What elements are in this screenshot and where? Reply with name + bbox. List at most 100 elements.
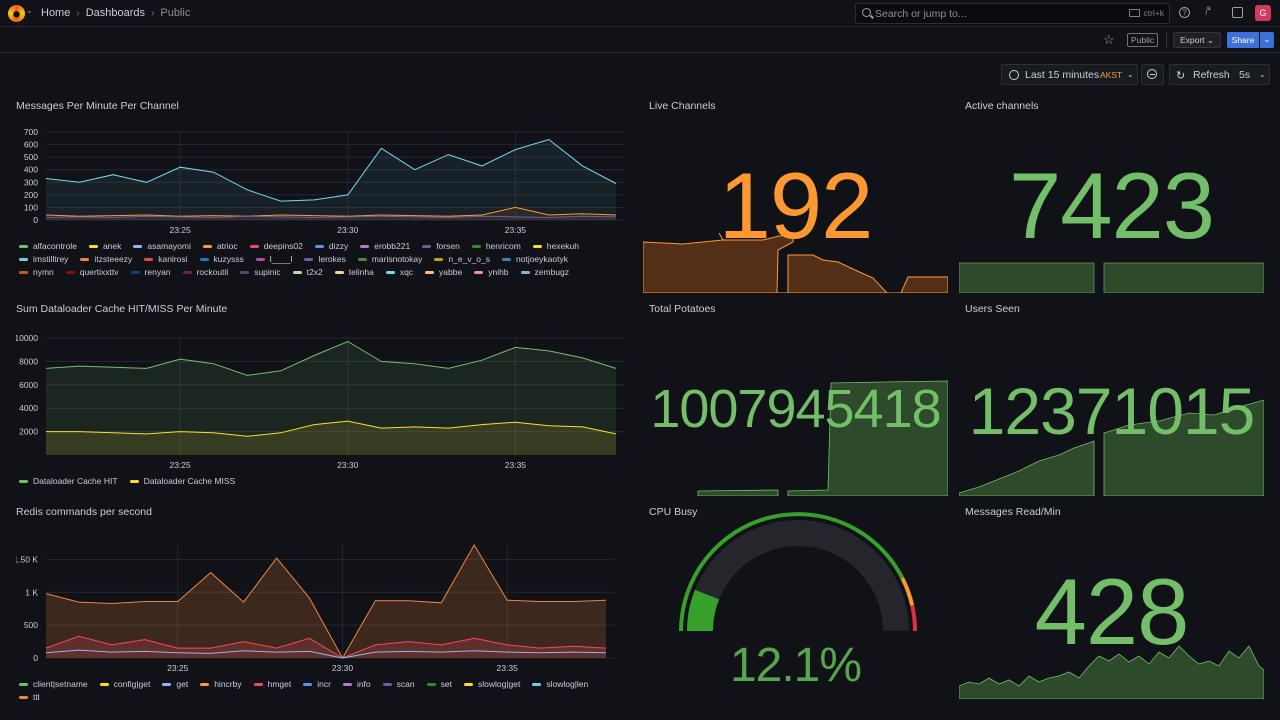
- breadcrumb-dashboards[interactable]: Dashboards: [85, 7, 146, 19]
- legend-item[interactable]: incr: [303, 679, 331, 689]
- legend-item[interactable]: ynihb: [474, 267, 509, 277]
- legend-label: slowlog|get: [477, 679, 521, 689]
- legend-item[interactable]: info: [342, 679, 371, 689]
- legend-label: zembugz: [534, 267, 570, 277]
- users-seen-sparkline: [959, 399, 1264, 496]
- legend-item[interactable]: dizzy: [314, 241, 348, 251]
- y-tick-label: 500: [24, 152, 38, 162]
- kiosk-mode-icon[interactable]: [1232, 7, 1243, 18]
- legend-item[interactable]: Dataloader Cache MISS: [129, 476, 235, 486]
- refresh-interval[interactable]: 5s: [1239, 69, 1251, 81]
- y-tick-label: 0: [33, 215, 38, 225]
- news-feed-icon[interactable]: ⭚: [1205, 6, 1212, 18]
- legend-item[interactable]: itzsteeezy: [80, 254, 132, 264]
- panel-messages-per-minute[interactable]: Messages Per Minute Per Channel 0 100 200 3…: [16, 100, 631, 290]
- legend-item[interactable]: quertixxttv: [65, 267, 119, 277]
- legend-item[interactable]: zembugz: [520, 267, 570, 277]
- legend-item[interactable]: scan: [382, 679, 415, 689]
- legend-label: notjoeykaotyk: [516, 254, 568, 264]
- share-menu-button[interactable]: ⌄: [1260, 32, 1274, 48]
- legend-item[interactable]: set: [426, 679, 452, 689]
- star-icon[interactable]: ☆: [1103, 32, 1115, 47]
- help-icon[interactable]: ?: [1179, 7, 1190, 18]
- time-range-picker[interactable]: Last 15 minutes AKST ⌄: [1001, 64, 1138, 85]
- y-tick-label: 6000: [19, 380, 38, 390]
- gauge-threshold-red: [910, 605, 918, 632]
- y-tick-label: 8000: [19, 356, 38, 366]
- legend-item[interactable]: rockoutil: [182, 267, 228, 277]
- legend-item[interactable]: kuzysss: [199, 254, 244, 264]
- legend-item[interactable]: xqc: [385, 267, 413, 277]
- legend-swatch: [471, 244, 481, 248]
- legend-item[interactable]: kanirosi: [144, 254, 188, 264]
- panel-live-channels[interactable]: Live Channels 192: [643, 100, 948, 293]
- stat-value: 12371015: [968, 374, 1256, 448]
- grafana-logo-icon[interactable]: [8, 5, 25, 22]
- series-line[interactable]: [45, 340, 617, 376]
- panel-active-channels[interactable]: Active channels 7423: [959, 100, 1264, 293]
- legend-item[interactable]: l____l: [255, 254, 292, 264]
- panel-total-potatoes[interactable]: Total Potatoes 1007945418: [643, 303, 948, 496]
- legend-item[interactable]: slowlog|len: [532, 679, 588, 689]
- legend-item[interactable]: henricom: [471, 241, 521, 251]
- legend-item[interactable]: supinic: [240, 267, 281, 277]
- legend-item[interactable]: n_e_v_o_s: [434, 254, 490, 264]
- panel-messages-read[interactable]: Messages Read/Min 428: [959, 506, 1264, 699]
- legend-item[interactable]: lerokes: [304, 254, 346, 264]
- legend-item[interactable]: hmget: [253, 679, 291, 689]
- legend-item[interactable]: anek: [88, 241, 121, 251]
- panel-redis-commands[interactable]: Redis commands per second 0 500 1 K 1.50 K 2…: [16, 506, 631, 702]
- legend-item[interactable]: t2x2: [292, 267, 323, 277]
- legend-item[interactable]: atrioc: [202, 241, 238, 251]
- legend-item[interactable]: get: [162, 679, 188, 689]
- panel-dataloader-cache[interactable]: Sum Dataloader Cache HIT/MISS Per Minute…: [16, 303, 631, 493]
- legend-item[interactable]: imstilltrey: [19, 254, 68, 264]
- legend-item[interactable]: renyan: [130, 267, 171, 277]
- legend-item[interactable]: alfacontrole: [19, 241, 77, 251]
- legend-swatch: [434, 257, 444, 261]
- legend-label: info: [356, 679, 371, 689]
- legend-item[interactable]: config|get: [99, 679, 150, 689]
- series-line[interactable]: [45, 206, 617, 217]
- refresh-button[interactable]: ↻ Refresh 5s ⌄: [1169, 64, 1270, 85]
- series-line[interactable]: [45, 649, 607, 659]
- legend-item[interactable]: Dataloader Cache HIT: [19, 476, 118, 486]
- legend-item[interactable]: ttl: [19, 692, 40, 702]
- legend-item[interactable]: hincrby: [200, 679, 242, 689]
- legend-item[interactable]: telinha: [334, 267, 374, 277]
- legend-swatch: [19, 244, 28, 248]
- export-label: Export: [1179, 35, 1205, 45]
- legend-item[interactable]: yabbe: [425, 267, 462, 277]
- legend-swatch: [357, 257, 367, 261]
- legend-item[interactable]: deepins02: [249, 241, 303, 251]
- series-line[interactable]: [45, 544, 607, 660]
- legend-item[interactable]: erobb221: [360, 241, 410, 251]
- legend-label: incr: [317, 679, 331, 689]
- series-line[interactable]: [45, 635, 607, 659]
- panel-users-seen[interactable]: Users Seen 12371015: [959, 303, 1264, 496]
- export-button[interactable]: Export ⌄: [1173, 32, 1221, 48]
- series-line[interactable]: [45, 138, 617, 202]
- panel-cpu-busy[interactable]: CPU Busy 12.1%: [643, 506, 948, 699]
- legend-item[interactable]: hexekuh: [532, 241, 579, 251]
- legend-item[interactable]: marisnotokay: [357, 254, 422, 264]
- share-button[interactable]: Share: [1227, 32, 1259, 48]
- legend-label: renyan: [144, 267, 171, 277]
- legend-item[interactable]: notjoeykaotyk: [502, 254, 568, 264]
- legend-item[interactable]: forsen: [422, 241, 460, 251]
- legend-item[interactable]: asamayomi: [133, 241, 191, 251]
- legend-label: set: [440, 679, 452, 689]
- series-line[interactable]: [45, 215, 617, 219]
- dataloader-chart: 2000 4000 6000 8000 10000 23:25 23:30 23:35: [16, 333, 624, 470]
- legend-item[interactable]: slowlog|get: [463, 679, 521, 689]
- breadcrumb-home[interactable]: Home: [41, 7, 71, 19]
- legend-swatch: [200, 682, 210, 686]
- series-line[interactable]: [46, 420, 617, 437]
- search-input[interactable]: Search or jump to... ctrl+k: [855, 3, 1170, 24]
- zoom-out-button[interactable]: [1141, 64, 1164, 85]
- legend-item[interactable]: client|setname: [19, 679, 88, 689]
- chevron-down-icon[interactable]: ⌄: [26, 6, 33, 15]
- legend-item[interactable]: nymn: [19, 267, 54, 277]
- panel-title: Users Seen: [965, 303, 1020, 315]
- avatar[interactable]: G: [1255, 5, 1271, 21]
